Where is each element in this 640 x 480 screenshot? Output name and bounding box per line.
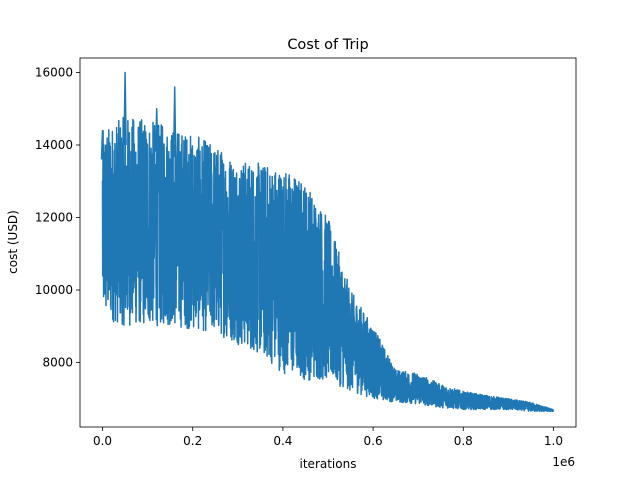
cost-series-line xyxy=(100,71,555,413)
series-group xyxy=(100,71,555,413)
x-tick-label: 0.6 xyxy=(364,434,383,448)
y-tick-label: 16000 xyxy=(35,65,73,79)
x-tick-label: 0.8 xyxy=(454,434,473,448)
plot-area xyxy=(79,57,577,428)
x-axis-ticks: 0.0 0.2 0.4 0.6 0.8 1.0 xyxy=(93,427,563,448)
y-tick-label: 14000 xyxy=(35,138,73,152)
x-axis-offset-label: 1e6 xyxy=(552,455,575,469)
y-tick-label: 8000 xyxy=(42,355,73,369)
chart-title: Cost of Trip xyxy=(287,37,368,53)
x-tick-label: 0.0 xyxy=(93,434,112,448)
x-tick-label: 1.0 xyxy=(544,434,563,448)
y-tick-label: 10000 xyxy=(35,283,73,297)
y-axis-ticks: 8000 10000 12000 14000 16000 xyxy=(35,65,80,369)
x-axis-label: iterations xyxy=(300,457,357,471)
y-axis-label: cost (USD) xyxy=(6,210,20,274)
x-tick-label: 0.2 xyxy=(183,434,202,448)
x-tick-label: 0.4 xyxy=(273,434,292,448)
plot-border xyxy=(79,57,577,428)
y-tick-label: 12000 xyxy=(35,210,73,224)
